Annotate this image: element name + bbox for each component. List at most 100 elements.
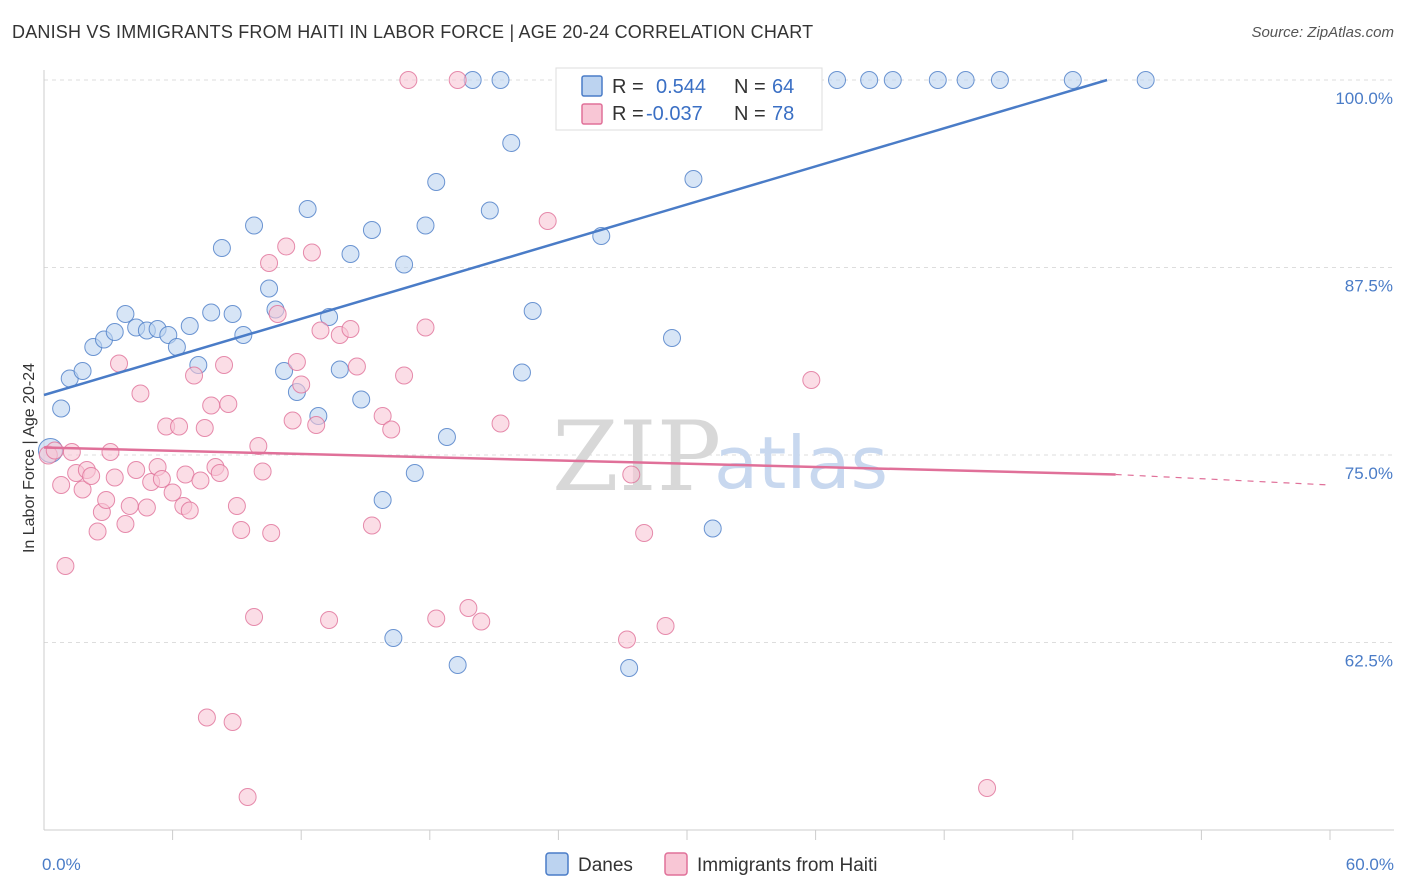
danes-point-7 [116,305,135,323]
haiti-point-38 [223,713,242,731]
danes-point-59 [928,71,947,89]
haiti-point-60 [373,407,392,425]
danes-point-50 [662,329,681,347]
haiti-point-2 [52,476,71,494]
haiti-point-51 [292,375,311,394]
legend-r-value-danes: 0.544 [656,76,706,98]
haiti-point-1 [45,441,64,460]
danes-point-32 [384,629,403,647]
trend-lines [43,78,1331,486]
haiti-point-67 [459,599,478,617]
haiti-point-27 [176,465,195,484]
danes-point-31 [373,491,392,509]
legend-r-label-haiti: R = [612,103,644,125]
danes-point-17 [223,305,242,323]
haiti-point-57 [341,320,360,338]
danes-point-24 [298,200,317,218]
source-label: Source: ZipAtlas.com [1251,24,1394,41]
watermark-atlas: atlas [714,421,888,505]
haiti-point-14 [110,354,129,373]
legend-n-value-danes: 64 [772,76,794,98]
haiti-point-35 [210,464,229,482]
watermark: ZIP atlas [552,401,888,513]
haiti-point-65 [427,609,446,628]
haiti-point-44 [253,462,272,481]
haiti-point-30 [191,471,210,490]
haiti-point-54 [311,321,330,340]
haiti-point-47 [268,305,287,323]
haiti-point-50 [287,353,306,371]
danes-point-3 [73,362,92,380]
haiti-point-15 [116,515,135,533]
legend-swatch-danes [581,75,603,97]
danes-point-44 [523,302,542,320]
haiti-point-18 [131,384,150,403]
haiti-point-4 [62,443,81,461]
haiti-point-25 [170,417,189,436]
legend-swatch-haiti [581,103,603,125]
haiti-point-12 [101,443,120,461]
haiti-point-8 [82,467,101,485]
danes-point-62 [1063,71,1082,89]
haiti-point-13 [105,468,124,487]
haiti-point-42 [245,608,264,626]
haiti-point-59 [362,516,381,535]
haiti-point-29 [185,366,204,385]
danes-point-60 [956,71,975,89]
bottom-legend-swatch-danes [545,852,569,876]
haiti-point-77 [978,779,997,797]
danes-point-40 [480,201,499,220]
haiti-point-68 [472,612,491,631]
series-haiti [38,71,997,806]
danes-point-56 [828,71,847,89]
danes-point-33 [395,255,414,274]
danes-point-15 [202,303,221,322]
danes-point-63 [1136,71,1155,89]
watermark-zip: ZIP [552,401,721,513]
haiti-point-16 [120,497,139,515]
haiti-point-11 [97,491,116,509]
haiti-point-58 [347,357,366,376]
danes-point-41 [491,71,510,89]
haiti-point-72 [617,630,636,649]
danes-point-20 [260,279,279,298]
haiti-point-22 [152,470,171,488]
danes-point-13 [180,317,199,335]
haiti-point-6 [73,480,92,499]
grid-lines [44,79,1394,643]
haiti-point-61 [382,420,401,439]
haiti-point-55 [320,611,339,629]
danes-point-58 [883,71,902,89]
haiti-point-43 [249,437,268,455]
x-tick-marks [172,830,1331,840]
haiti-point-33 [202,396,221,415]
haiti-point-66 [448,71,467,89]
bottom-legend-label-danes: Danes [578,855,633,876]
haiti-point-28 [180,501,199,520]
haiti-point-46 [262,524,281,542]
bottom-legend-label-haiti: Immigrants from Haiti [697,855,878,876]
haiti-point-36 [215,356,234,374]
danes-point-51 [684,170,703,188]
danes-point-35 [416,216,435,235]
stats-legend: R = 0.544 N = 64 R = -0.037 N = 78 [555,67,823,131]
danes-point-34 [405,464,424,482]
haiti-point-52 [302,243,321,262]
danes-point-39 [463,71,482,89]
haiti-point-48 [277,237,296,256]
legend-n-value-haiti: 78 [772,103,794,125]
y-tick-labels: 62.5% 75.0% 87.5% 100.0% [1335,89,1393,671]
haiti-point-37 [219,395,238,413]
danes-point-37 [437,428,456,446]
haiti-point-69 [491,414,510,433]
trend-line-danes [43,78,1108,397]
haiti-point-73 [622,465,641,484]
haiti-point-9 [88,522,107,541]
haiti-point-49 [283,411,302,430]
haiti-point-53 [307,416,326,434]
haiti-point-45 [260,254,279,272]
y-axis-label: In Labor Force | Age 20-24 [21,363,38,553]
trend-line-haiti-extension [1115,473,1331,486]
danes-point-28 [341,245,360,263]
danes-point-30 [362,221,381,239]
